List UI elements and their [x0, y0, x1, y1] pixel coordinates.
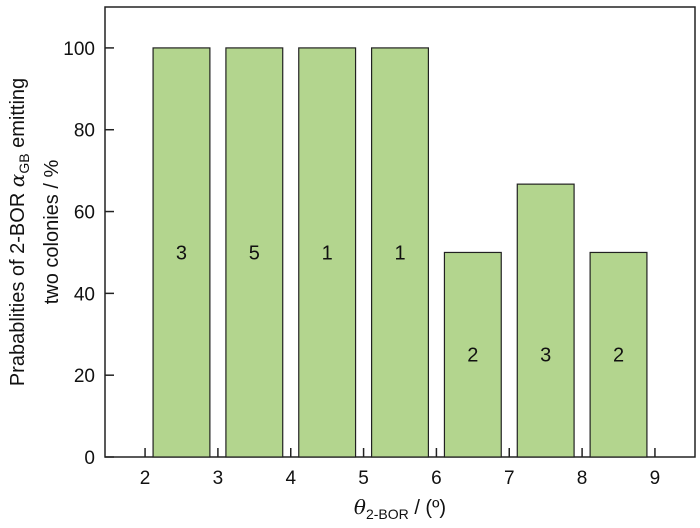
y-tick-label-40: 40	[74, 284, 95, 305]
bar-count-label-6: 3	[540, 345, 551, 367]
y-tick-label-0: 0	[84, 448, 95, 469]
y-tick-label-100: 100	[63, 39, 95, 60]
bar-count-label-5: 2	[467, 345, 478, 367]
y-axis-label-line2: two colonies / %	[41, 160, 63, 305]
bar-count-label-7: 2	[613, 345, 624, 367]
bar-4	[370, 47, 430, 458]
y-axis-label-line1: Prabablities of 2-BOR αGB emitting	[5, 78, 32, 386]
x-tick-label-7: 7	[504, 468, 515, 489]
y-tick-label-20: 20	[74, 366, 95, 387]
x-tick-label-3: 3	[213, 468, 224, 489]
bar-labels-group: 3 5 1 1 2 3 2	[176, 242, 624, 366]
x-tick-label-4: 4	[285, 468, 296, 489]
bar-7	[589, 251, 648, 458]
x-tick-label-5: 5	[358, 468, 369, 489]
bars-group	[152, 47, 648, 458]
x-tick-label-9: 9	[650, 468, 661, 489]
bar-5	[443, 251, 502, 458]
bar-3	[298, 47, 357, 458]
y-tick-label-60: 60	[74, 203, 95, 224]
y-tick-label-80: 80	[74, 121, 95, 142]
x-axis-ticks: 2 3 4 5 6 7 8 9	[140, 448, 660, 489]
bar-count-label-1: 3	[176, 242, 187, 264]
bar-2	[225, 47, 284, 458]
bar-6	[516, 183, 575, 458]
bar-1	[152, 47, 211, 458]
x-tick-label-8: 8	[577, 468, 588, 489]
x-tick-label-2: 2	[140, 468, 151, 489]
bar-count-label-3: 1	[322, 242, 333, 264]
bar-count-label-4: 1	[394, 242, 405, 264]
x-tick-label-6: 6	[431, 468, 442, 489]
y-axis-ticks: 0 20 40 60 80 100	[63, 39, 114, 469]
bar-count-label-2: 5	[249, 242, 260, 264]
x-axis-label: θ2-BOR / (º)	[354, 495, 446, 522]
